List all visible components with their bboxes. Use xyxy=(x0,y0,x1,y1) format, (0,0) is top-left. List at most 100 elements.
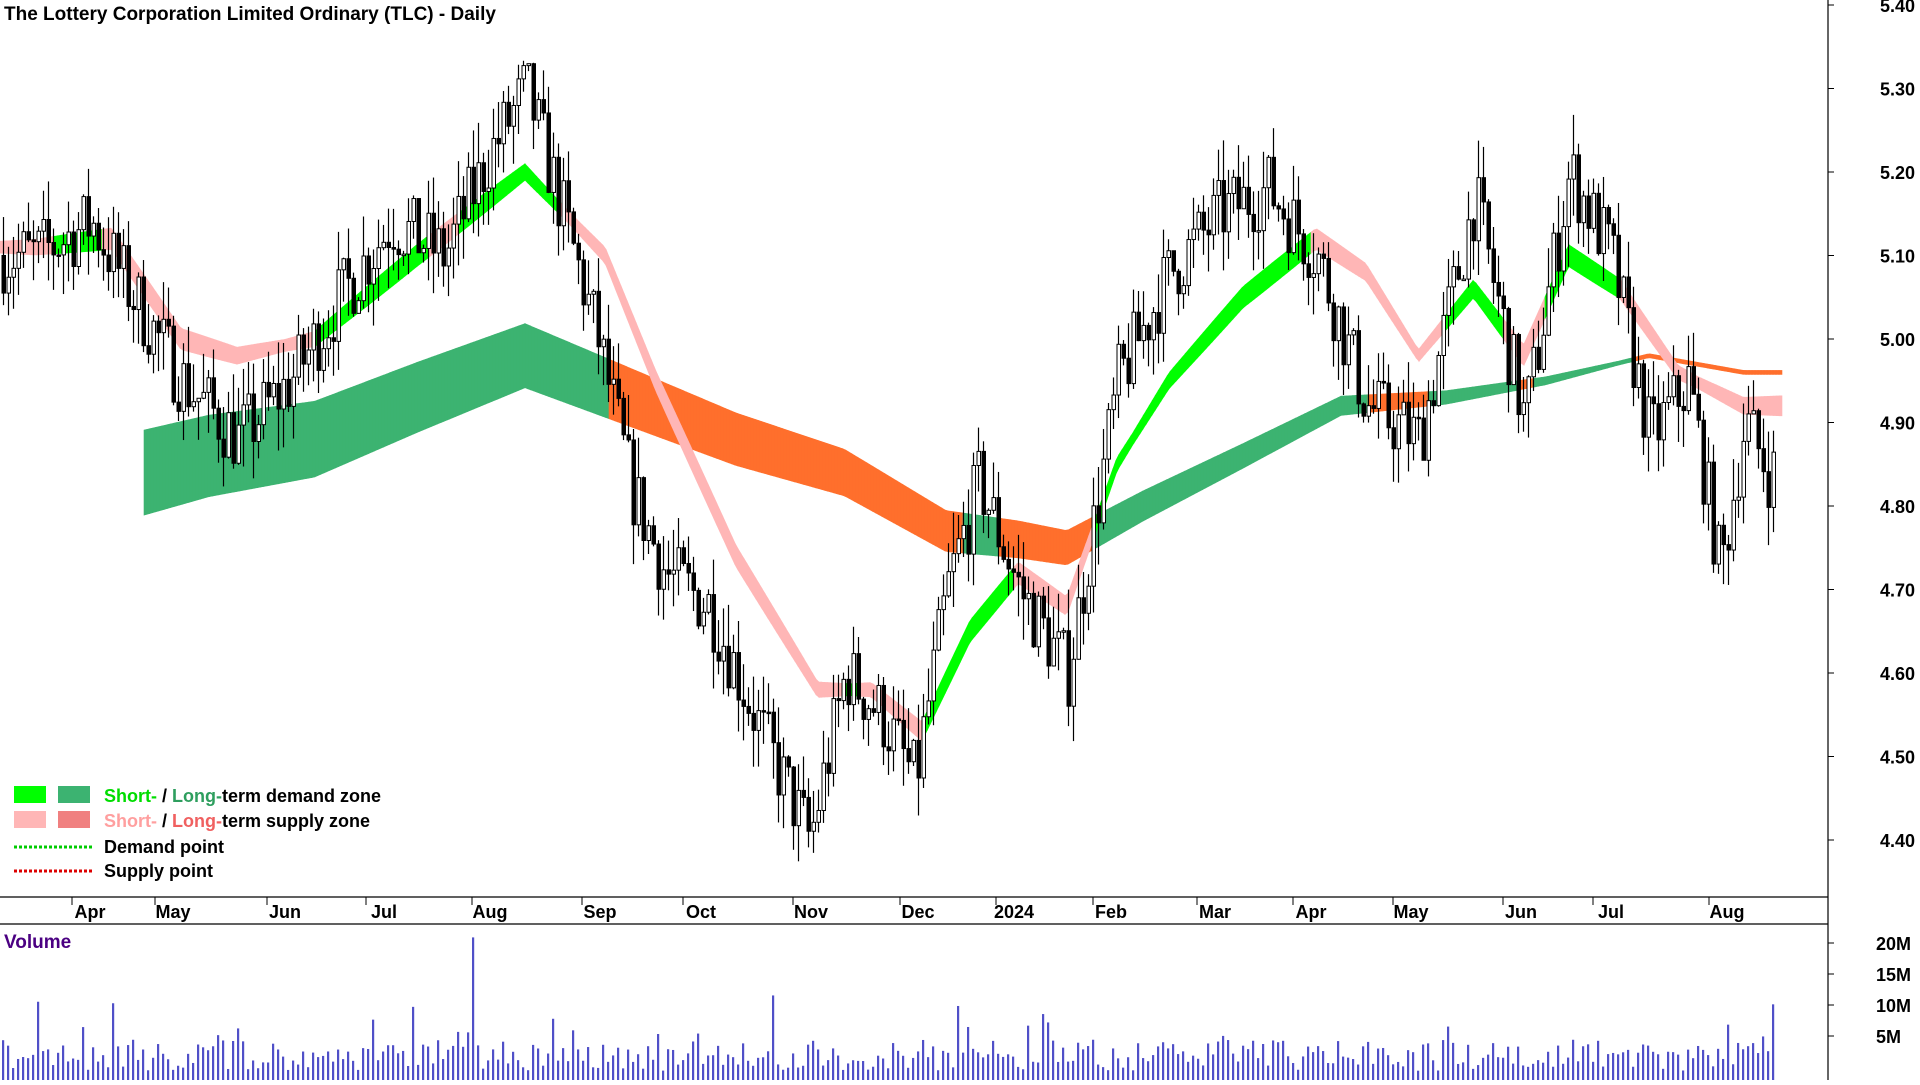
long-term-zone-segment xyxy=(1013,519,1018,559)
candle-body xyxy=(81,196,86,231)
long-term-zone-segment xyxy=(167,423,172,509)
long-term-zone-segment xyxy=(746,416,751,470)
volume-bar xyxy=(142,1049,145,1080)
long-term-zone-segment xyxy=(389,371,394,445)
short-term-zone-segment xyxy=(995,584,1000,612)
long-term-zone-segment xyxy=(1142,488,1147,522)
candle-body xyxy=(351,277,356,314)
candle-body xyxy=(1026,592,1031,600)
volume-bar xyxy=(1017,1066,1020,1080)
long-term-zone-segment xyxy=(1463,387,1468,401)
volume-bar xyxy=(1642,1044,1645,1080)
candle-body xyxy=(1736,496,1741,501)
volume-bar xyxy=(587,1047,590,1080)
long-term-zone-segment xyxy=(593,352,598,415)
short-term-zone-segment xyxy=(737,547,742,577)
candle-body xyxy=(176,401,181,412)
volume-bar xyxy=(732,1057,735,1080)
candle-body xyxy=(291,376,296,407)
short-term-zone-segment xyxy=(1064,592,1069,615)
volume-bar xyxy=(1117,1058,1120,1080)
long-term-zone-segment xyxy=(743,415,748,469)
volume-bar xyxy=(167,1059,170,1080)
short-term-zone-segment xyxy=(1049,584,1054,608)
volume-bar xyxy=(312,1052,315,1080)
candle-body xyxy=(1131,311,1136,385)
short-term-zone-segment xyxy=(1646,318,1651,342)
long-term-zone-segment xyxy=(1295,415,1300,441)
long-term-zone-segment xyxy=(830,444,835,494)
long-term-zone-segment xyxy=(566,341,571,405)
short-term-zone-segment xyxy=(698,464,703,493)
short-term-zone-segment xyxy=(1331,238,1336,262)
short-term-zone-segment xyxy=(104,228,109,251)
long-term-zone-segment xyxy=(278,405,283,484)
legend: Short- / Long-term demand zone Short- / … xyxy=(14,786,381,881)
candle-body xyxy=(1191,228,1196,241)
candle-body xyxy=(1446,286,1451,316)
volume-bar xyxy=(1662,1068,1665,1080)
short-term-zone-segment xyxy=(791,637,796,663)
long-term-zone-segment xyxy=(1775,370,1780,375)
candle-body xyxy=(816,809,821,823)
candle-body xyxy=(986,509,991,515)
long-term-zone-segment xyxy=(1205,459,1210,489)
volume-bar xyxy=(1312,1052,1315,1080)
candle-body xyxy=(846,678,851,706)
long-term-zone-segment xyxy=(209,414,214,497)
volume-bar xyxy=(977,1052,980,1080)
candle-body xyxy=(976,450,981,467)
candle-body xyxy=(1076,597,1081,660)
short-term-zone-segment xyxy=(1604,268,1609,292)
volume-bar xyxy=(7,1045,10,1080)
short-term-zone-segment xyxy=(245,344,250,363)
volume-bar xyxy=(1227,1040,1230,1080)
short-term-zone-segment xyxy=(1706,380,1711,396)
volume-bar xyxy=(912,1057,915,1080)
long-term-zone-segment xyxy=(932,502,937,547)
volume-bar xyxy=(887,1068,890,1080)
long-term-zone-segment xyxy=(1391,393,1396,411)
candle-body xyxy=(1261,187,1266,232)
short-term-zone-segment xyxy=(1112,459,1117,483)
long-term-zone-segment xyxy=(1118,501,1123,536)
price-tick-label: 5.10 xyxy=(1880,247,1915,267)
short-term-zone-segment xyxy=(770,602,775,630)
long-term-zone-segment xyxy=(152,426,157,513)
candle-body xyxy=(1276,205,1281,210)
short-term-zone-segment xyxy=(194,332,199,355)
volume-bar xyxy=(1087,1046,1090,1080)
short-term-zone-segment xyxy=(515,167,520,189)
long-term-zone-segment xyxy=(161,424,166,511)
long-term-zone-segment xyxy=(1316,405,1321,429)
short-term-zone-segment xyxy=(1004,573,1009,601)
long-term-zone-segment xyxy=(1418,391,1423,408)
short-term-zone-segment xyxy=(1580,252,1585,277)
short-term-zone-segment xyxy=(758,582,763,610)
short-term-zone-segment xyxy=(575,217,580,236)
long-term-zone-segment xyxy=(473,340,478,410)
candle-body xyxy=(216,407,221,440)
volume-bar xyxy=(152,1057,155,1080)
short-term-zone-segment xyxy=(278,339,283,354)
short-term-zone-segment xyxy=(233,345,238,365)
short-term-zone-segment xyxy=(1247,279,1252,305)
candle-body xyxy=(826,762,831,774)
long-term-zone-segment xyxy=(1442,390,1447,405)
volume-bar xyxy=(522,1067,525,1080)
volume-bar xyxy=(1687,1049,1690,1080)
short-term-zone-segment xyxy=(734,543,739,571)
candle-body xyxy=(171,325,176,403)
long-term-zone-segment xyxy=(1709,364,1714,370)
volume-bar xyxy=(1197,1058,1200,1080)
long-term-zone-segment xyxy=(1235,444,1240,473)
candle-body xyxy=(716,651,721,662)
long-term-zone-segment xyxy=(1127,496,1132,531)
short-term-zone-segment xyxy=(8,240,13,254)
ema-zones xyxy=(0,163,1783,742)
short-term-zone-segment xyxy=(209,337,214,359)
short-term-zone-segment xyxy=(971,613,976,641)
candle-body xyxy=(511,104,516,127)
month-tick-label: May xyxy=(1393,902,1428,922)
